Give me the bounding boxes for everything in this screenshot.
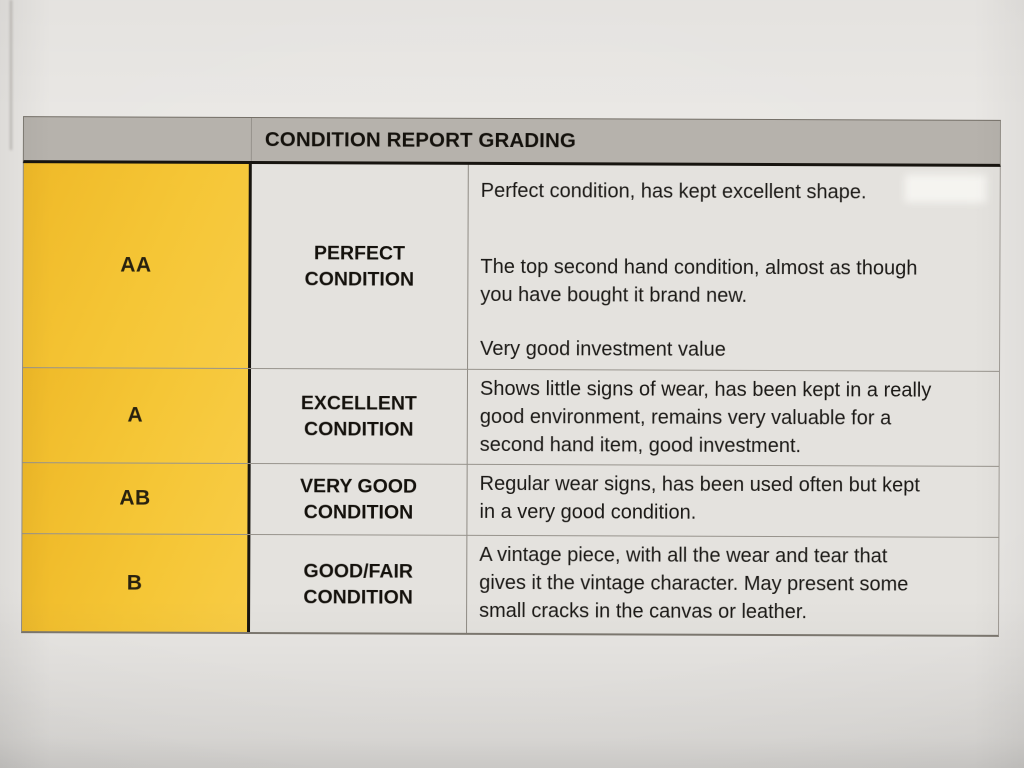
grade-cell: B xyxy=(22,534,251,632)
description-paragraph: Very good investment value xyxy=(480,335,981,365)
condition-cell: VERY GOOD CONDITION xyxy=(250,464,468,535)
grade-label: A xyxy=(127,403,144,427)
table-title: CONDITION REPORT GRADING xyxy=(264,127,576,152)
grade-cell: AA xyxy=(23,163,252,369)
grade-label: AB xyxy=(119,486,151,510)
grading-table: CONDITION REPORT GRADING AA PERFECT COND… xyxy=(21,116,1001,637)
description-line: in a very good condition. xyxy=(479,500,697,524)
condition-label-line: VERY GOOD xyxy=(300,475,418,498)
grade-cell: AB xyxy=(22,463,251,535)
description-line: good environment, remains very valuable … xyxy=(479,405,892,430)
description-line: gives it the vintage character. May pres… xyxy=(479,571,909,596)
description-line: A vintage piece, with all the wear and t… xyxy=(479,543,888,568)
condition-label-line: CONDITION xyxy=(303,585,413,609)
condition-cell: GOOD/FAIR CONDITION xyxy=(250,535,468,633)
description-cell: Perfect condition, has kept excellent sh… xyxy=(468,164,1000,371)
description-paragraph: Regular wear signs, has been used often … xyxy=(479,470,980,528)
condition-cell: PERFECT CONDITION xyxy=(251,164,469,369)
condition-label-line: CONDITION xyxy=(304,268,415,291)
table-row: B GOOD/FAIR CONDITION A vintage piece, w… xyxy=(22,533,999,635)
description-paragraph: The top second hand condition, almost as… xyxy=(480,253,981,311)
grade-label: AA xyxy=(120,253,152,277)
description-line: Shows little signs of wear, has been kep… xyxy=(479,377,932,402)
grade-cell: A xyxy=(22,368,252,464)
description-line: small cracks in the canvas or leather. xyxy=(479,599,808,624)
table-row: AA PERFECT CONDITION Perfect condition, … xyxy=(23,163,1000,371)
header-spacer-cell xyxy=(23,117,252,162)
table-row: AB VERY GOOD CONDITION Regular wear sign… xyxy=(22,462,999,537)
description-cell: Shows little signs of wear, has been kep… xyxy=(467,369,1000,466)
description-line: Very good investment value xyxy=(480,337,726,361)
description-paragraph: Perfect condition, has kept excellent sh… xyxy=(481,177,982,207)
condition-label-line: CONDITION xyxy=(303,501,414,524)
condition-label-line: GOOD/FAIR xyxy=(303,559,413,583)
description-line: second hand item, good investment. xyxy=(479,433,802,458)
description-paragraph: Shows little signs of wear, has been kep… xyxy=(480,375,981,461)
table-body: AA PERFECT CONDITION Perfect condition, … xyxy=(21,163,1001,637)
condition-label-line: CONDITION xyxy=(304,418,414,441)
condition-cell: EXCELLENT CONDITION xyxy=(250,369,469,464)
description-paragraph: A vintage piece, with all the wear and t… xyxy=(479,541,980,627)
grade-label: B xyxy=(126,571,143,595)
description-line: Perfect condition, has kept excellent sh… xyxy=(480,179,867,204)
description-line: The top second hand condition, almost as… xyxy=(480,255,918,280)
condition-label-line: PERFECT xyxy=(313,242,406,265)
description-cell: A vintage piece, with all the wear and t… xyxy=(467,535,999,635)
table-header-row: CONDITION REPORT GRADING xyxy=(22,116,1001,167)
paper-edge xyxy=(10,0,12,150)
description-cell: Regular wear signs, has been used often … xyxy=(467,464,999,537)
description-line: you have bought it brand new. xyxy=(480,283,748,307)
table-row: A EXCELLENT CONDITION Shows little signs… xyxy=(22,367,1000,466)
description-line: Regular wear signs, has been used often … xyxy=(479,472,920,497)
condition-label-line: EXCELLENT xyxy=(300,392,417,415)
